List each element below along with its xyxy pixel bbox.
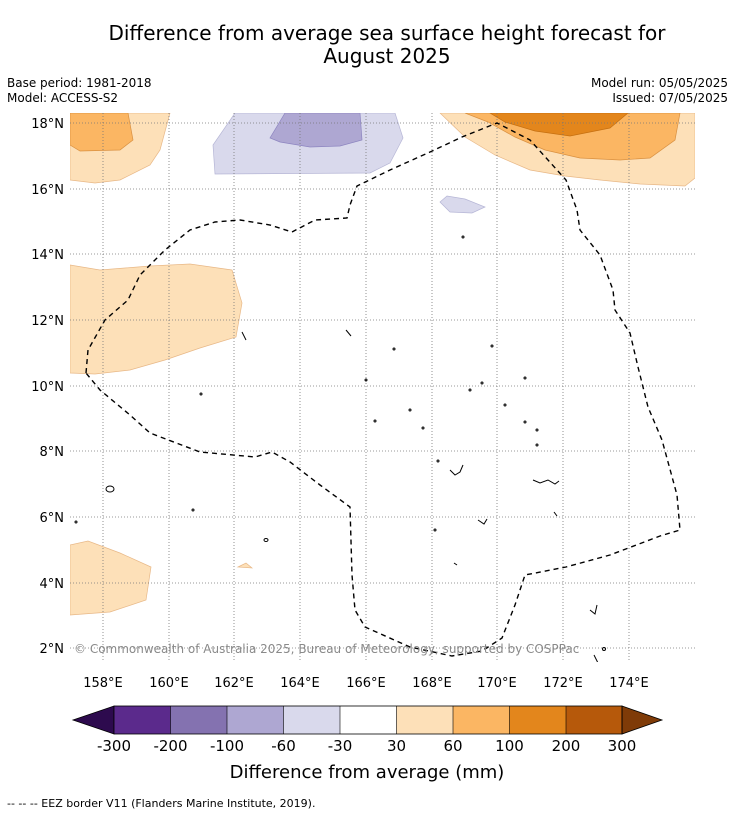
chart-title: Difference from average sea surface heig…: [0, 22, 736, 68]
colorbar-ticks: -300 -200 -100 -60 -30 30 60 100 200 300: [97, 737, 636, 755]
map-area: © Commonwealth of Australia 2025, Bureau…: [70, 113, 695, 662]
colorbar: -300 -200 -100 -60 -30 30 60 100 200 300…: [71, 705, 664, 783]
colorbar-tick-label: -300: [97, 737, 131, 755]
lat-label: 2°N: [40, 642, 65, 657]
meta-right: Model run: 05/05/2025 Issued: 07/05/2025: [591, 76, 728, 106]
title-line-1: Difference from average sea surface heig…: [108, 21, 666, 45]
anomaly-neg30-neg60-small: [439, 195, 486, 214]
anomaly-30-60-sw: [70, 540, 152, 616]
map-background: [70, 113, 695, 662]
meta-left: Base period: 1981-2018 Model: ACCESS-S2: [7, 76, 152, 106]
lat-label: 16°N: [31, 183, 64, 198]
lon-label: 174°E: [609, 676, 649, 691]
gridlines: [70, 113, 695, 662]
lon-label: 162°E: [214, 676, 254, 691]
lat-label: 10°N: [31, 380, 64, 395]
lat-label: 14°N: [31, 248, 64, 263]
model-run: Model run: 05/05/2025: [590, 76, 728, 90]
base-period: Base period: 1981-2018: [7, 76, 152, 90]
colorbar-segment: [170, 706, 227, 734]
lat-label: 4°N: [40, 577, 65, 592]
title-line-2: August 2025: [323, 44, 451, 68]
eez-legend-footer: -- -- -- EEZ border V11 (Flanders Marine…: [7, 797, 316, 810]
colorbar-tick-label: -30: [328, 737, 353, 755]
colorbar-segment: [566, 706, 622, 734]
colorbar-dividers: [170, 706, 567, 734]
anomaly-30-60-west: [70, 263, 243, 375]
lat-label: 12°N: [31, 314, 64, 329]
latitude-labels: 18°N 16°N 14°N 12°N 10°N 8°N 6°N 4°N 2°N: [31, 117, 64, 657]
lon-label: 168°E: [412, 676, 452, 691]
colorbar-tick-label: 100: [495, 737, 524, 755]
colorbar-label: Difference from average (mm): [230, 762, 505, 783]
colorbar-segment: [114, 706, 171, 734]
colorbar-tick-label: 300: [608, 737, 637, 755]
colorbar-segment: [509, 706, 566, 734]
lon-label: 158°E: [83, 676, 123, 691]
colorbar-tick-label: -200: [153, 737, 187, 755]
colorbar-extend-max: [621, 705, 664, 735]
colorbar-tick-label: 200: [552, 737, 581, 755]
colorbar-frame: [113, 705, 623, 735]
model-name: Model: ACCESS-S2: [7, 91, 119, 105]
lat-label: 6°N: [40, 511, 65, 526]
anomaly-60-100-nw: [70, 113, 134, 152]
anomaly-30-60-speck: [236, 562, 254, 569]
anomaly-neg60-neg100-north: [269, 113, 363, 148]
colorbar-segment: [283, 706, 340, 734]
colorbar-extend-min: [71, 705, 115, 735]
colorbar-segment: [453, 706, 510, 734]
colorbar-tick-label: 30: [387, 737, 406, 755]
colorbar-segment: [396, 706, 453, 734]
lon-label: 164°E: [280, 676, 320, 691]
island-outlines: [74, 235, 606, 662]
lat-label: 18°N: [31, 117, 64, 132]
copyright-text: © Commonwealth of Australia 2025, Bureau…: [74, 642, 579, 656]
colorbar-tick-label: -60: [271, 737, 296, 755]
issued-date: Issued: 07/05/2025: [612, 91, 728, 105]
eez-border: [85, 122, 681, 657]
longitude-labels: 158°E 160°E 162°E 164°E 166°E 168°E 170°…: [83, 676, 649, 691]
lon-label: 170°E: [477, 676, 517, 691]
lat-label: 8°N: [40, 445, 65, 460]
lon-label: 166°E: [346, 676, 386, 691]
lon-label: 160°E: [149, 676, 189, 691]
colorbar-segment: [227, 706, 284, 734]
colorbar-tick-label: 60: [443, 737, 462, 755]
lon-label: 172°E: [543, 676, 583, 691]
colorbar-tick-label: -100: [210, 737, 244, 755]
colorbar-segment: [340, 706, 397, 734]
anomaly-100-200-ne: [489, 113, 629, 137]
